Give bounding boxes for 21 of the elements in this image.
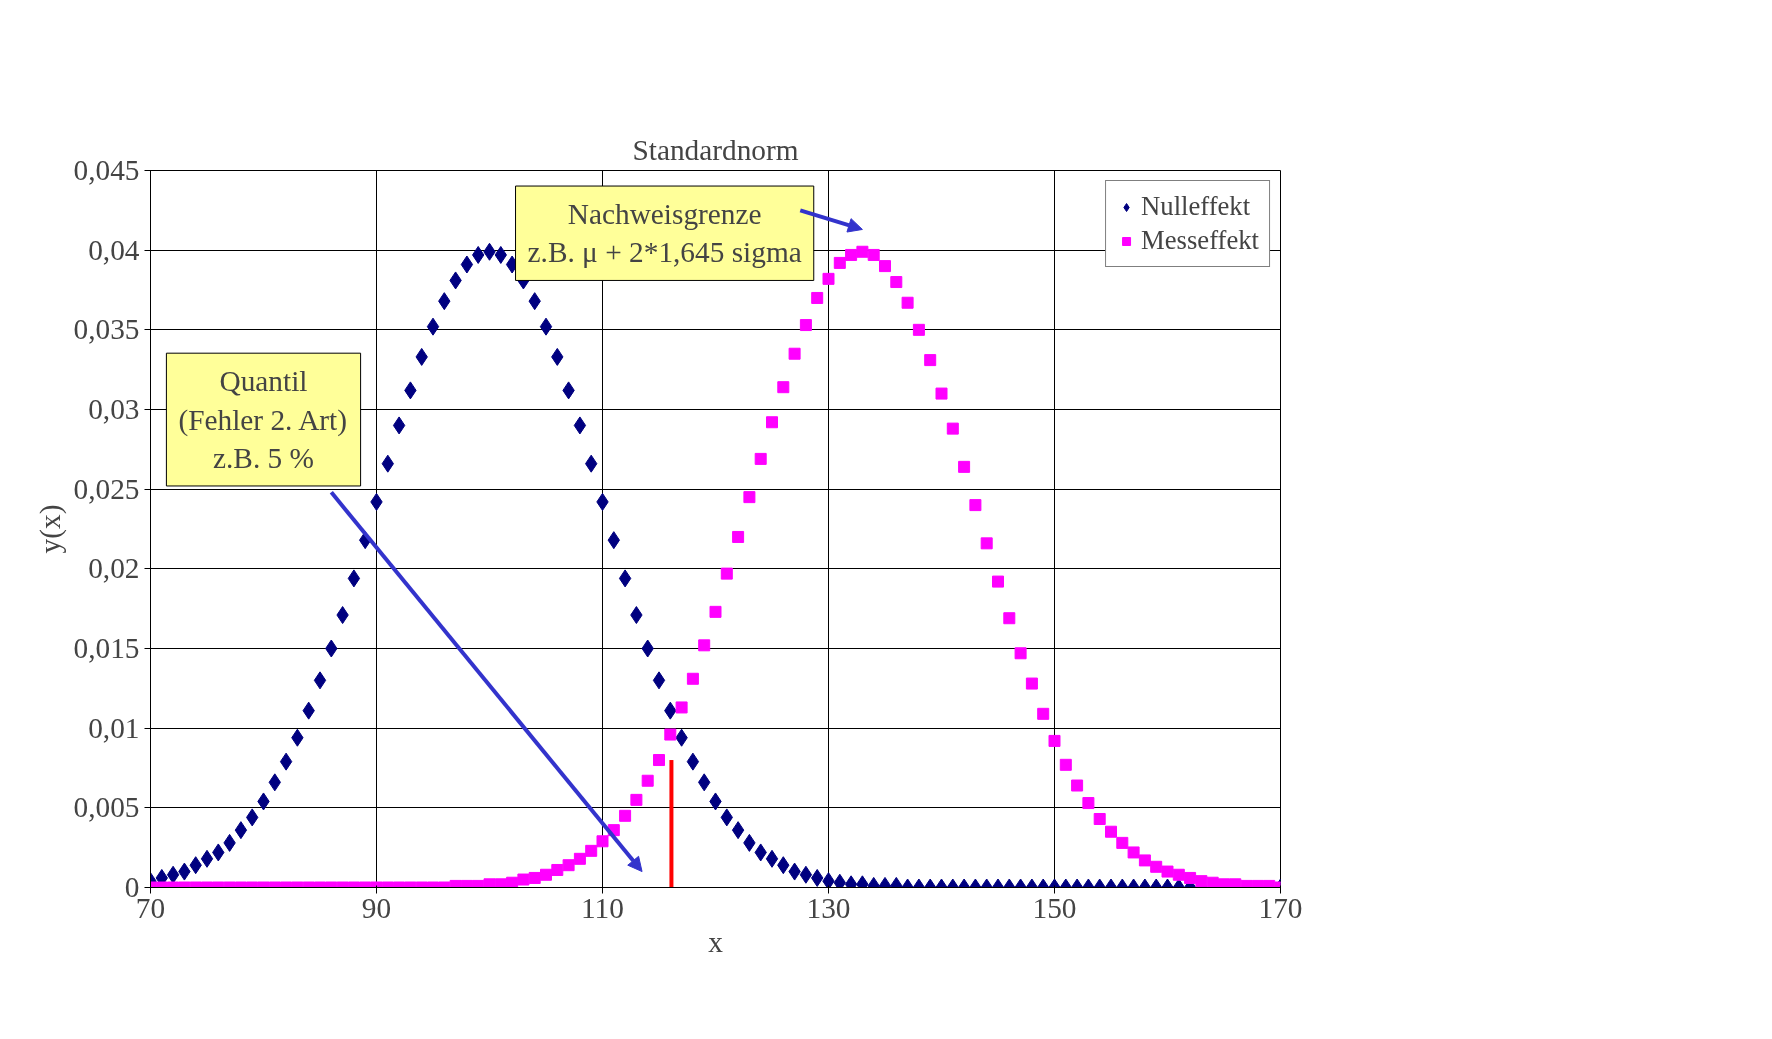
legend-label: Messeffekt xyxy=(1141,225,1259,256)
y-tick-label: 0,015 xyxy=(73,632,140,664)
y-tick-label: 0,01 xyxy=(88,711,140,744)
x-axis-title: x xyxy=(708,925,724,958)
x-tick-label: 150 xyxy=(1032,891,1077,924)
y-tick-label: 0,02 xyxy=(88,552,140,585)
legend-label: Nulleffekt xyxy=(1141,191,1251,222)
x-tick-label: 130 xyxy=(806,891,851,924)
x-tick-label: 170 xyxy=(1258,891,1303,924)
y-tick-label: 0,005 xyxy=(73,791,140,824)
y-tick-label: 0,025 xyxy=(73,472,140,505)
chart-title: Standardnorm xyxy=(632,133,799,166)
x-tick-label: 90 xyxy=(361,891,392,924)
y-tick-label: 0,045 xyxy=(73,154,140,186)
y-tick-label: 0,03 xyxy=(88,393,140,425)
y-axis-title: y(x) xyxy=(33,504,67,554)
y-tick-label: 0,04 xyxy=(88,233,140,266)
y-tick-label: 0,035 xyxy=(73,313,140,346)
annotation: Quantil (Fehler 2. Art) z.B. 5 % xyxy=(178,365,347,474)
annotation: Nachweisgrenze z.B. μ + 2*1,645 sigma xyxy=(527,198,802,269)
x-tick-label: 110 xyxy=(581,891,624,924)
